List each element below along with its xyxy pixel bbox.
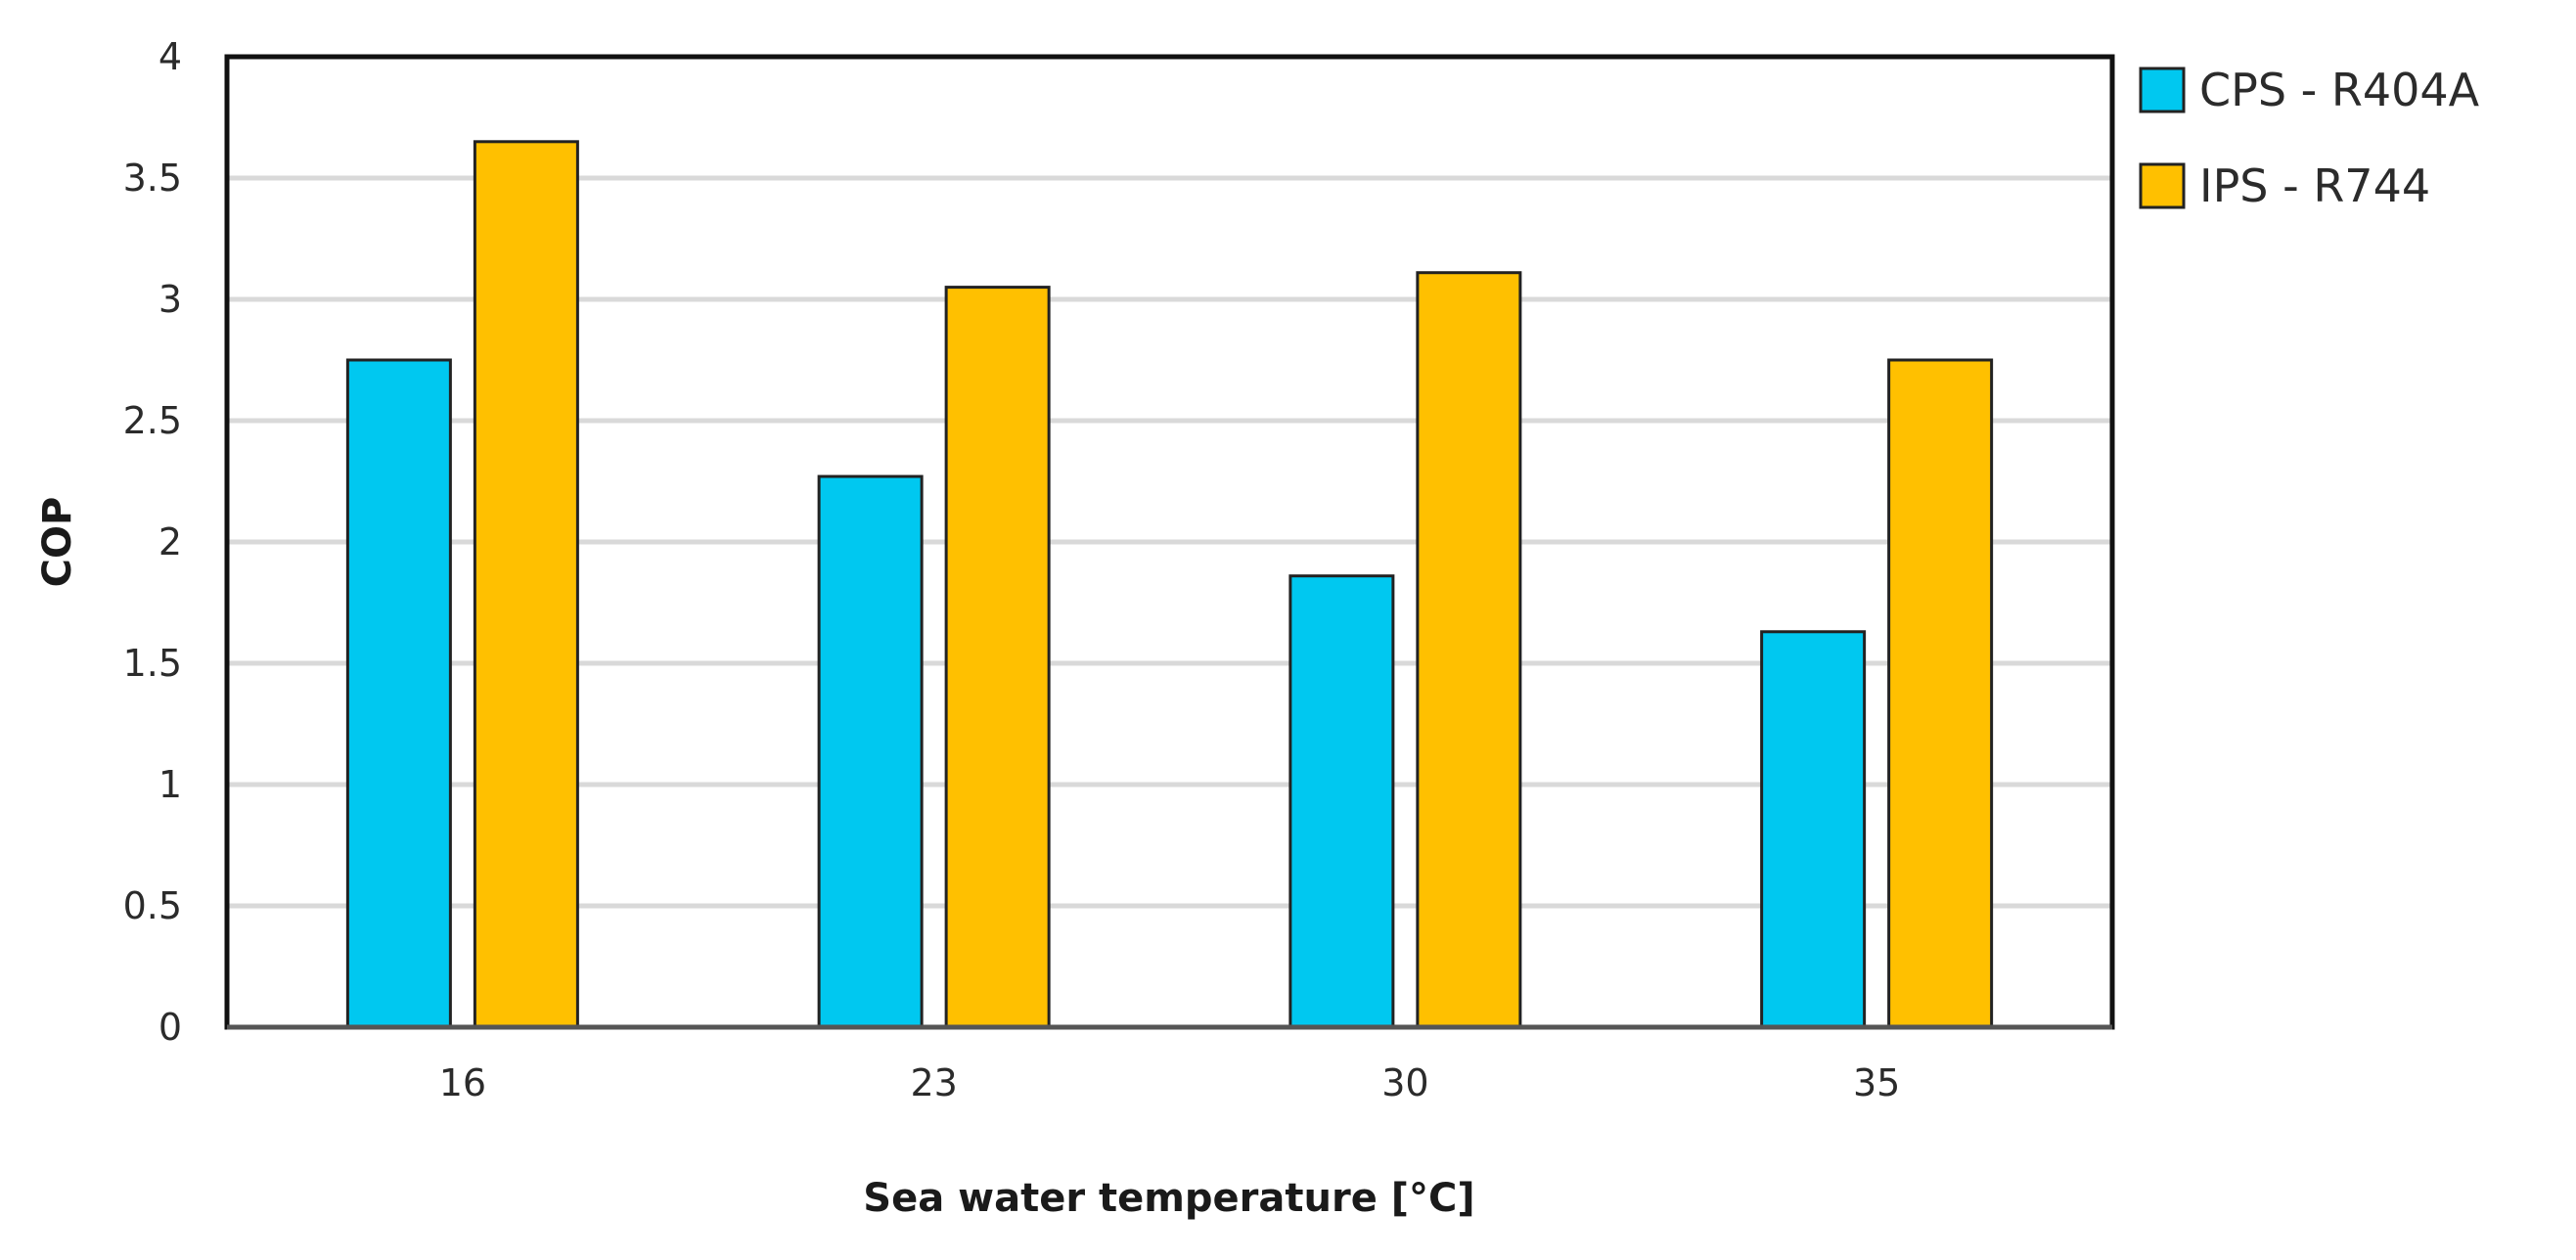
x-tick-label-35: 35 xyxy=(1853,1061,1900,1104)
bar-ips-r744-35 xyxy=(1887,358,1994,1029)
bar-ips-r744-16 xyxy=(473,140,579,1029)
bar-cps-r404a-16 xyxy=(345,358,452,1029)
y-tick-label: 4 xyxy=(158,35,182,78)
bars xyxy=(345,140,1994,1029)
y-tick-label: 3 xyxy=(158,278,182,321)
legend-swatch-ips-r744 xyxy=(2139,162,2186,209)
bar-cps-r404a-30 xyxy=(1288,574,1395,1029)
x-tick-label-16: 16 xyxy=(439,1061,486,1104)
legend-label-cps-r404a: CPS - R404A xyxy=(2199,64,2480,116)
legend-swatch-cps-r404a xyxy=(2139,67,2186,113)
y-tick-label: 0.5 xyxy=(123,884,182,927)
x-axis-title: Sea water temperature [°C] xyxy=(863,1176,1474,1221)
y-tick-label: 2 xyxy=(158,520,182,563)
y-tick-labels: 0 0.5 1 1.5 2 2.5 3 3.5 4 xyxy=(123,35,182,1049)
legend: CPS - R404A IPS - R744 xyxy=(2139,64,2480,212)
y-axis-title: COP xyxy=(35,497,80,588)
x-tick-label-23: 23 xyxy=(910,1061,957,1104)
y-tick-label: 0 xyxy=(158,1006,182,1049)
bar-ips-r744-23 xyxy=(944,286,1051,1029)
legend-label-ips-r744: IPS - R744 xyxy=(2199,159,2430,212)
y-tick-label: 2.5 xyxy=(123,399,182,442)
bar-cps-r404a-23 xyxy=(817,474,924,1029)
bar-ips-r744-30 xyxy=(1416,271,1522,1029)
x-tick-labels: 16 23 30 35 xyxy=(439,1061,1901,1104)
bar-cps-r404a-35 xyxy=(1760,630,1867,1029)
y-tick-label: 1 xyxy=(158,763,182,806)
y-tick-label: 3.5 xyxy=(123,157,182,200)
x-tick-label-30: 30 xyxy=(1381,1061,1428,1104)
y-tick-label: 1.5 xyxy=(123,642,182,685)
